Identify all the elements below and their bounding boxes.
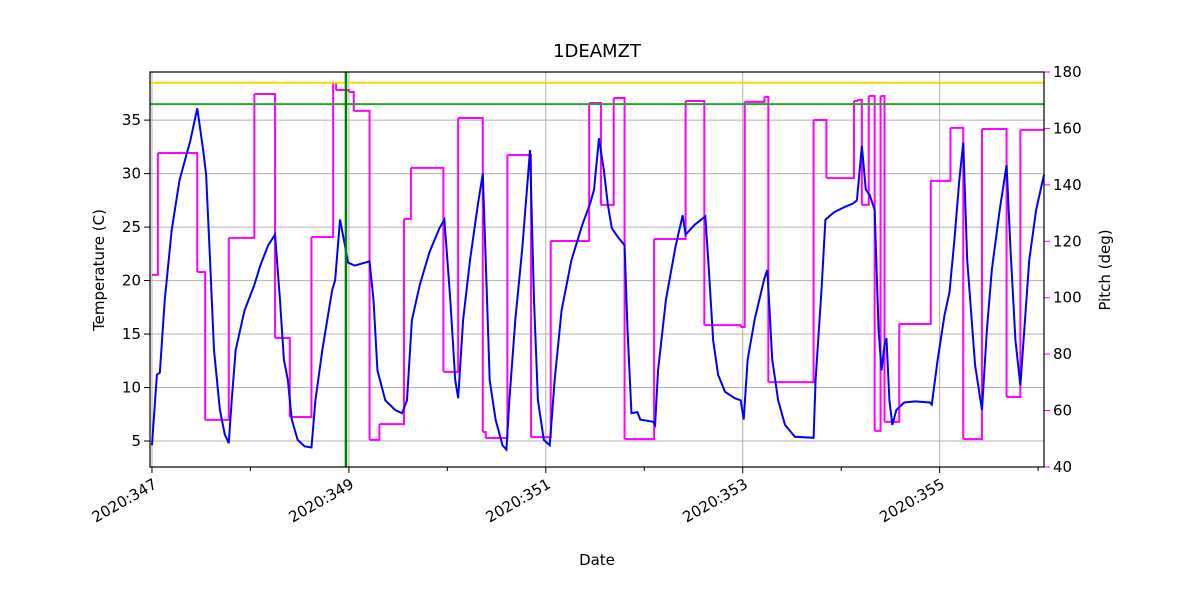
step-segment <box>404 167 412 220</box>
y-tick-label: 30 <box>122 165 141 183</box>
step-segment <box>410 166 445 372</box>
y2-axis-label: Pitch (deg) <box>1096 229 1114 310</box>
step-segment <box>826 101 855 180</box>
step-segment <box>764 95 770 383</box>
step-segment <box>589 102 602 205</box>
step-segment <box>624 239 656 441</box>
step-segment <box>963 128 983 441</box>
x-tick-label: 2020:351 <box>483 475 554 527</box>
step-segment <box>768 119 815 384</box>
step-segment <box>613 96 626 440</box>
step-segment <box>353 109 371 440</box>
step-segment <box>1006 129 1022 399</box>
y2-tick-label: 100 <box>1053 289 1082 307</box>
step-segment <box>443 117 460 373</box>
step-segment <box>151 152 159 276</box>
y2-tick-label: 180 <box>1053 63 1082 81</box>
step-segment <box>311 83 335 239</box>
step-segment <box>336 89 350 93</box>
step-segment <box>740 101 746 329</box>
chart-title: 1DEAMZT <box>553 41 642 62</box>
step-segment <box>482 431 487 438</box>
step-segment <box>600 97 615 206</box>
step-segment <box>861 95 870 206</box>
step-segment <box>379 218 406 426</box>
step-segment <box>550 103 591 243</box>
x-tick-label: 2020:353 <box>679 475 750 527</box>
step-segment <box>930 127 952 182</box>
step-segment <box>884 323 901 423</box>
y-tick-label: 10 <box>122 379 141 397</box>
data-line <box>150 108 1045 452</box>
step-segment <box>654 101 687 241</box>
plot-frame <box>149 71 1045 468</box>
step-segment <box>254 93 277 339</box>
y-tick-label: 5 <box>131 432 141 450</box>
step-segment <box>205 237 230 421</box>
step-segment <box>853 99 858 103</box>
step-segment <box>744 96 766 103</box>
step-segment <box>369 424 381 441</box>
step-segment <box>685 100 706 326</box>
step-segment <box>458 116 484 433</box>
step-segment <box>880 94 886 422</box>
step-segment <box>348 91 355 111</box>
x-tick-label: 2020:349 <box>286 475 357 527</box>
y2-tick-label: 120 <box>1053 232 1082 250</box>
step-segment <box>868 94 876 431</box>
step-segment <box>157 151 199 273</box>
y-axis-label: Temperature (C) <box>90 209 108 332</box>
y-tick-label: 35 <box>122 111 141 129</box>
step-segment <box>485 154 509 439</box>
x-tick-label: 2020:347 <box>89 475 160 527</box>
step-segment <box>874 95 882 432</box>
y2-tick-label: 60 <box>1053 402 1072 420</box>
step-segment <box>856 98 863 205</box>
y2-tick-label: 140 <box>1053 176 1082 194</box>
step-segment <box>981 127 1008 398</box>
y2-tick-label: 80 <box>1053 345 1072 363</box>
step-segment <box>950 126 965 440</box>
x-tick-label: 2020:355 <box>876 475 947 527</box>
y-tick-label: 15 <box>122 325 141 343</box>
y2-tick-label: 160 <box>1053 119 1082 137</box>
step-segment <box>289 237 313 419</box>
y2-tick-label: 40 <box>1053 458 1072 476</box>
y-tick-label: 25 <box>122 218 141 236</box>
step-segment <box>228 94 256 239</box>
step-segment <box>813 118 828 179</box>
step-segment <box>197 271 207 420</box>
step-segment <box>704 324 742 328</box>
y-tick-label: 20 <box>122 272 141 290</box>
step-segment <box>507 153 533 438</box>
x-axis-label: Date <box>579 551 615 569</box>
step-segment <box>899 180 932 325</box>
